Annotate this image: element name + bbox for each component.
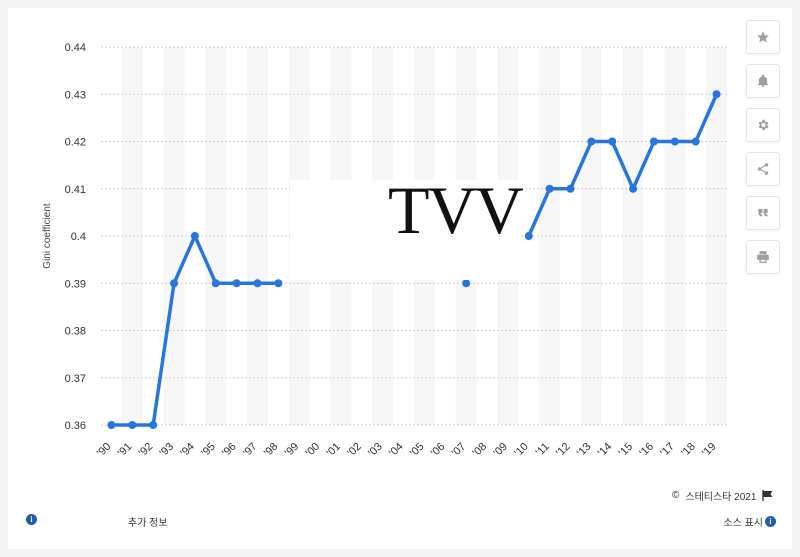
- x-tick-label: '00: [304, 441, 323, 460]
- x-tick-label: '12: [554, 441, 573, 460]
- print-button[interactable]: [746, 240, 780, 274]
- bell-icon: [757, 74, 769, 87]
- y-tick-label: 0.36: [65, 420, 86, 432]
- x-tick-label: '06: [429, 441, 448, 460]
- x-tick-label: '04: [387, 441, 406, 460]
- gear-icon: [758, 119, 769, 131]
- y-tick-label: 0.44: [65, 42, 86, 54]
- settings-button[interactable]: [746, 108, 780, 142]
- x-tick-label: '14: [596, 441, 615, 460]
- chart: 0.440.430.420.410.40.390.380.370.36'90'9…: [42, 42, 727, 460]
- y-tick-label: 0.42: [65, 137, 86, 149]
- y-tick-label: 0.41: [65, 184, 86, 196]
- x-tick-label: '95: [199, 441, 218, 460]
- data-point: [524, 232, 533, 240]
- x-tick-label: '98: [262, 441, 281, 460]
- y-axis-title: Gini coefficient: [42, 203, 53, 269]
- sidebar-toolbar: [746, 20, 780, 284]
- x-tick-label: '91: [116, 441, 135, 460]
- copyright-symbol: ©: [672, 490, 680, 501]
- x-tick-label: '94: [178, 441, 197, 460]
- grid-band: [205, 47, 227, 425]
- x-tick-label: '07: [450, 441, 469, 460]
- x-tick-label: '90: [95, 441, 114, 460]
- data-point: [170, 279, 179, 288]
- share-icon: [757, 163, 769, 175]
- favorite-button[interactable]: [746, 20, 780, 54]
- overlay-text: TVV: [388, 172, 524, 248]
- x-tick-label: '97: [241, 441, 260, 460]
- info-icon-wrap[interactable]: i: [26, 514, 37, 525]
- x-tick-label: '19: [700, 441, 719, 460]
- x-tick-label: '92: [137, 441, 156, 460]
- flag-icon[interactable]: [762, 490, 774, 501]
- more-info-link[interactable]: 추가 정보: [128, 518, 168, 529]
- y-tick-label: 0.37: [65, 373, 86, 385]
- data-point: [545, 184, 554, 193]
- x-tick-label: '96: [220, 441, 239, 460]
- data-point: [462, 279, 471, 288]
- data-point: [587, 137, 596, 146]
- y-tick-label: 0.39: [65, 278, 86, 290]
- x-tick-label: '03: [366, 441, 385, 460]
- data-point: [211, 279, 220, 288]
- data-point: [649, 137, 658, 146]
- x-tick-label: '05: [408, 441, 427, 460]
- x-tick-label: '18: [679, 441, 698, 460]
- y-tick-label: 0.43: [65, 89, 86, 101]
- data-point: [691, 137, 700, 146]
- x-tick-label: '13: [575, 441, 594, 460]
- data-point: [608, 137, 617, 146]
- copyright: © 스테티스타 2021: [672, 488, 774, 503]
- x-tick-label: '15: [617, 441, 636, 460]
- data-point: [274, 279, 283, 288]
- data-point: [232, 279, 241, 288]
- share-button[interactable]: [746, 152, 780, 186]
- data-point: [128, 421, 137, 429]
- data-point: [629, 184, 638, 193]
- x-tick-label: '99: [283, 441, 302, 460]
- source-link[interactable]: 소스 표시 i: [723, 514, 776, 529]
- series-line: [527, 92, 719, 238]
- overlay-box: [290, 180, 520, 280]
- x-tick-label: '11: [534, 441, 552, 459]
- data-point: [712, 90, 721, 99]
- data-point: [190, 232, 199, 240]
- data-point: [566, 184, 575, 193]
- notification-button[interactable]: [746, 64, 780, 98]
- quote-icon: [758, 208, 768, 217]
- print-icon: [757, 251, 769, 263]
- star-icon: [757, 31, 769, 43]
- data-point: [107, 421, 116, 429]
- cite-button[interactable]: [746, 196, 780, 230]
- x-tick-label: '02: [345, 441, 364, 460]
- x-tick-label: '08: [471, 441, 490, 460]
- source-info-icon[interactable]: i: [765, 516, 776, 527]
- source-label[interactable]: 소스 표시: [723, 518, 763, 529]
- x-tick-label: '01: [324, 441, 343, 460]
- x-tick-label: '16: [637, 441, 656, 460]
- x-tick-label: '17: [658, 441, 677, 460]
- x-tick-label: '93: [158, 441, 177, 460]
- y-tick-label: 0.4: [71, 231, 86, 243]
- data-point: [670, 137, 679, 146]
- grid-band: [121, 47, 143, 425]
- y-tick-label: 0.38: [65, 326, 86, 338]
- copyright-text[interactable]: 스테티스타 2021: [685, 492, 757, 503]
- x-tick-label: '09: [491, 441, 510, 460]
- info-icon[interactable]: i: [26, 514, 37, 525]
- data-point: [149, 421, 158, 429]
- x-tick-label: '10: [512, 441, 531, 460]
- data-point: [253, 279, 262, 288]
